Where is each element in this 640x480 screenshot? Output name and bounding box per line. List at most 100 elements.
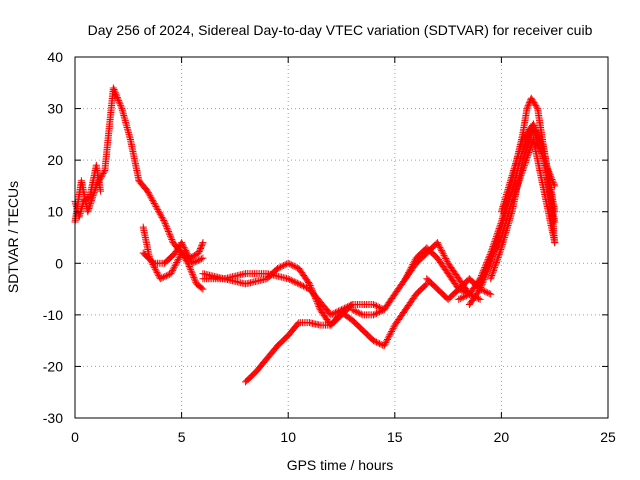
data-point [517,142,525,150]
data-point [287,261,295,269]
data-point [522,148,530,156]
data-point [389,324,397,332]
data-point [170,263,178,271]
data-point [486,256,494,264]
data-point [198,240,206,248]
data-point [357,310,365,318]
data-point [492,258,500,266]
data-point [196,245,204,253]
data-point [524,103,532,111]
data-point [373,338,381,346]
data-point [492,245,500,253]
data-point [442,255,450,263]
data-point [193,257,201,265]
data-point [153,268,161,276]
data-point [534,131,542,139]
data-point [517,141,525,149]
data-point [497,245,505,253]
data-point [381,340,389,348]
data-point [376,308,384,316]
data-point [485,257,493,265]
data-point [369,337,377,345]
data-point [373,302,381,310]
data-point [186,264,194,272]
data-point [189,270,197,278]
data-point [497,244,505,252]
data-point [506,178,514,186]
data-point [151,264,159,272]
data-point [155,207,163,215]
data-point [159,215,167,223]
data-point [197,255,205,263]
data-point [100,168,108,176]
data-point [476,295,484,303]
data-point [490,267,498,275]
data-point [113,93,121,101]
x-tick-label: 5 [178,429,186,445]
data-point [477,278,485,286]
data-point [390,323,398,331]
data-point [198,242,206,250]
data-point [503,187,511,195]
data-point [514,151,522,159]
y-tick-label: -10 [43,307,63,323]
data-point [477,277,485,285]
axis-ticks: 0 5 10 15 20 25 -30 -20 -10 0 10 20 30 40 [43,49,616,445]
series-trace-5 [139,239,207,267]
data-point [434,240,442,248]
data-point [166,232,174,240]
data-point [512,160,520,168]
data-point [523,145,531,153]
data-point [500,197,508,205]
data-point [487,254,495,262]
data-point [525,138,533,146]
data-point [507,211,515,219]
data-point [498,204,506,212]
data-point [491,262,499,270]
data-point [160,216,168,224]
data-point [504,221,512,229]
data-point [163,223,171,231]
x-tick-label: 10 [280,429,296,445]
data-point [168,235,176,243]
data-point [383,337,391,345]
data-point [518,139,526,147]
data-point [155,209,163,217]
data-point [345,302,353,310]
data-point [523,105,531,113]
data-point [154,270,162,278]
data-point [528,96,536,104]
data-point [191,258,199,266]
data-point [499,237,507,245]
data-point [511,163,519,171]
data-point [443,258,451,266]
data-point [85,203,93,211]
data-point [198,284,206,292]
data-point [84,206,92,214]
data-point [196,246,204,254]
data-point [302,284,310,292]
data-point [551,239,559,247]
data-point [388,328,396,336]
data-point [510,165,518,173]
data-point [162,221,170,229]
data-point [374,303,382,311]
data-point [149,196,157,204]
data-point [481,269,489,277]
data-point [174,255,182,263]
data-point [156,210,164,218]
data-point [388,326,396,334]
data-point [98,171,106,179]
data-point [163,224,171,232]
data-point [519,155,527,163]
data-point [281,261,289,269]
data-point [369,311,377,319]
data-point [173,246,181,254]
data-point [503,225,511,233]
data-point [116,100,124,108]
data-point [461,292,469,300]
data-point [174,245,182,253]
series-trace-16 [497,120,559,247]
data-point [483,264,491,272]
data-point [347,301,355,309]
